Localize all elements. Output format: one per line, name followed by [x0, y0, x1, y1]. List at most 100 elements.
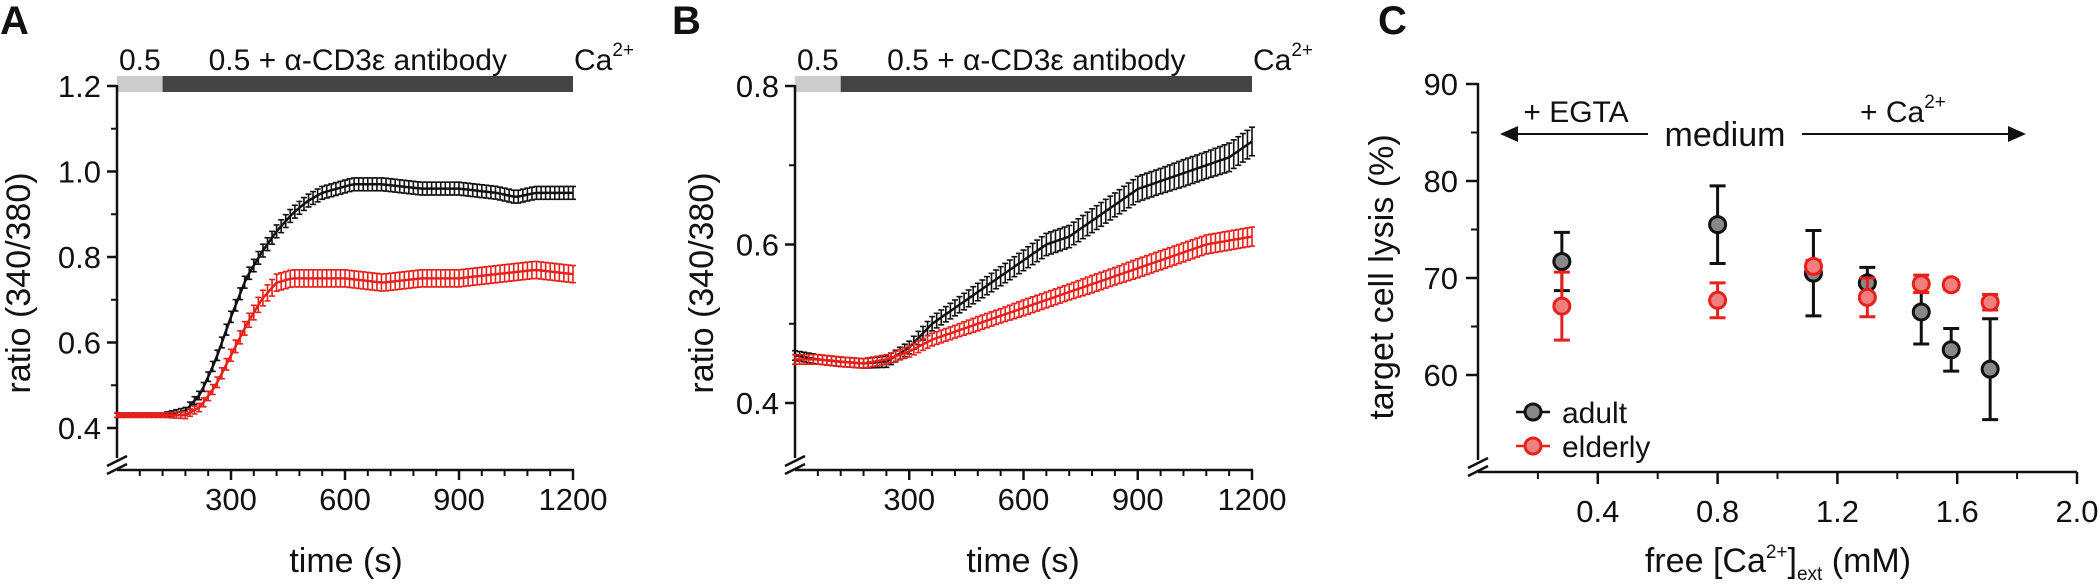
y-tick-label: 0.8: [736, 69, 779, 104]
medium-arrow-left-head: [1500, 126, 1518, 142]
stimulation-end-label-sup: 2+: [1291, 40, 1313, 61]
y-tick-label: 0.8: [58, 240, 101, 275]
data-point-adult: [1708, 215, 1728, 235]
stimulation-end-label-sup: 2+: [612, 40, 634, 61]
x-tick-label: 300: [205, 482, 257, 517]
stimulation-segment: [117, 76, 163, 92]
x-axis-label-a: time (s): [289, 542, 402, 580]
data-point-adult: [1552, 252, 1572, 272]
series-1: [114, 260, 576, 420]
x-tick-label: 1.6: [1936, 494, 1979, 529]
stimulation-segment: [840, 76, 1252, 92]
x-tick-label: 600: [998, 482, 1050, 517]
y-tick-label: 60: [1424, 358, 1458, 393]
annotation-arrow-c: + EGTA medium + Ca2+: [1500, 92, 2026, 154]
axis-break-1: [106, 454, 128, 468]
y-tick-label: 1.0: [58, 155, 101, 190]
axis-break-1: [784, 454, 806, 468]
series-c: [1552, 184, 2000, 422]
x-tick-label: 1200: [539, 482, 608, 517]
legend-marker-adult: [1523, 402, 1543, 422]
x-tick-label: 0.8: [1696, 494, 1739, 529]
data-point-adult: [1980, 359, 2000, 379]
stimulation-segment: [795, 76, 841, 92]
axis-break-1: [1467, 456, 1489, 470]
legend-c: adult elderly: [1516, 397, 1650, 464]
stimulation-segment: [162, 76, 573, 92]
panel-letter-a: A: [0, 0, 29, 43]
series-0: [114, 177, 576, 419]
panel-a: A 0.5 0.5 + α-CD3ε antibody Ca2+ 0.4 0.6 0.8…: [0, 0, 634, 580]
x-tick-label: 900: [1112, 482, 1164, 517]
x-tick-label: 0.4: [1576, 494, 1619, 529]
stimulation-bar-a: 0.5 0.5 + α-CD3ε antibody Ca2+: [117, 40, 634, 92]
axes-a: 0.4 0.6 0.8 1.0 1.2 300 600 900 1200: [58, 69, 608, 517]
series-line: [117, 268, 574, 417]
axis-break-2: [106, 462, 128, 476]
data-point-elderly: [1980, 292, 2000, 312]
medium-arrow-right-head: [2008, 126, 2026, 142]
stimulation-label: 0.5 + α-CD3ε antibody: [887, 44, 1185, 77]
x-axis-label-b: time (s): [966, 542, 1079, 580]
y-tick-label: 90: [1424, 67, 1458, 102]
series-elderly: [1552, 256, 2000, 342]
stimulation-label: 0.5: [119, 44, 161, 77]
axes-b: 0.4 0.6 0.8 300 600 900 1200: [736, 69, 1287, 517]
data-point-adult: [1941, 340, 1961, 360]
panel-letter-c: C: [1378, 0, 1407, 43]
legend-marker-elderly: [1523, 436, 1543, 456]
x-tick-label: 1200: [1218, 482, 1287, 517]
y-tick-label: 70: [1424, 261, 1458, 296]
x-axis-label-c: free [Ca2+]ext (mM): [1645, 542, 1911, 585]
series-1: [792, 226, 1255, 369]
stimulation-label: 0.5 + α-CD3ε antibody: [209, 44, 507, 77]
legend-label-elderly: elderly: [1562, 431, 1650, 464]
calcium-label-sup: 2+: [1924, 92, 1946, 113]
x-axis-label-c-sub: ext: [1797, 564, 1823, 585]
y-tick-label: 80: [1424, 164, 1458, 199]
y-tick-label: 0.6: [736, 228, 779, 263]
x-axis-label-c-unit: (mM): [1822, 542, 1911, 580]
calcium-label-main: + Ca: [1860, 96, 1925, 129]
data-point-elderly: [1857, 287, 1877, 307]
stimulation-end-label: Ca2+: [574, 40, 634, 77]
y-axis-label-c: target cell lysis (%): [1363, 134, 1401, 419]
data-point-elderly: [1941, 275, 1961, 295]
x-tick-label: 2.0: [2055, 494, 2098, 529]
x-axis-label-c-close: ]: [1788, 542, 1797, 580]
data-point-adult: [1911, 302, 1931, 322]
x-tick-label: 300: [883, 482, 935, 517]
y-tick-label: 0.4: [58, 411, 101, 446]
stimulation-end-label-main: Ca: [1253, 44, 1292, 77]
panel-letter-b: B: [672, 0, 701, 43]
x-tick-label: 900: [433, 482, 485, 517]
data-point-elderly: [1803, 256, 1823, 276]
series-line: [795, 235, 1253, 365]
series-b: [792, 126, 1255, 369]
axes-c: 60 70 80 90 0.4 0.8 1.2 1.6 2.0: [1424, 67, 2099, 529]
calcium-label: + Ca2+: [1860, 92, 1946, 129]
y-tick-label: 1.2: [58, 69, 101, 104]
panel-b: B 0.5 0.5 + α-CD3ε antibody Ca2+ 0.4 0.6 0.8…: [672, 0, 1313, 580]
x-tick-label: 1.2: [1816, 494, 1859, 529]
axis-break-2: [1467, 464, 1489, 478]
stimulation-end-label: Ca2+: [1253, 40, 1313, 77]
data-point-elderly: [1552, 296, 1572, 316]
y-axis-label-a: ratio (340/380): [0, 172, 38, 393]
egta-label: + EGTA: [1523, 96, 1628, 129]
x-axis-label-c-sup: 2+: [1766, 542, 1788, 563]
data-point-elderly: [1911, 274, 1931, 294]
series-adult: [1552, 184, 2000, 422]
x-axis-label-c-main: free [Ca: [1645, 542, 1766, 580]
series-line: [117, 183, 573, 417]
axis-break-2: [784, 462, 806, 476]
x-tick-label: 600: [319, 482, 371, 517]
legend-label-adult: adult: [1562, 397, 1628, 430]
stimulation-end-label-main: Ca: [574, 44, 613, 77]
data-point-elderly: [1708, 290, 1728, 310]
series-0: [792, 126, 1255, 369]
y-tick-label: 0.6: [58, 326, 101, 361]
stimulation-bar-b: 0.5 0.5 + α-CD3ε antibody Ca2+: [795, 40, 1313, 92]
medium-label: medium: [1665, 116, 1786, 154]
